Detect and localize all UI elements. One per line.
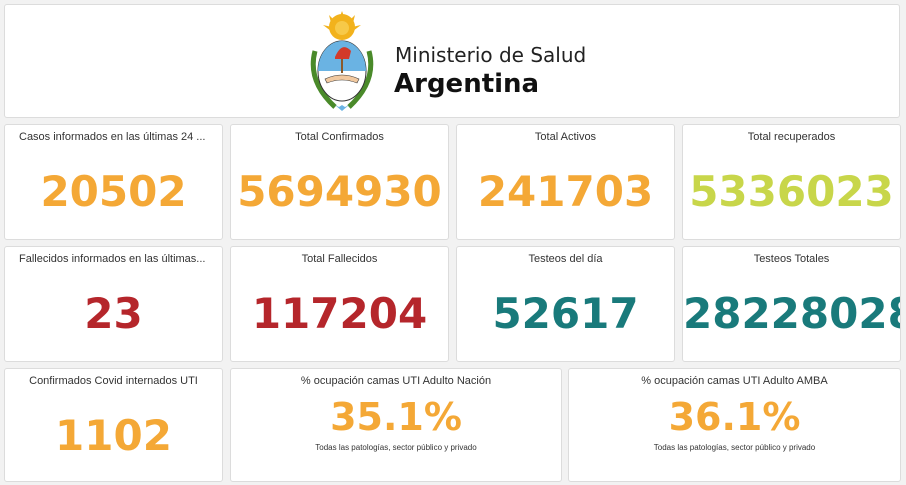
kpi-value: 35.1% [330, 395, 462, 439]
kpi-value: 1102 [55, 411, 172, 460]
coat-of-arms-icon [310, 11, 374, 111]
kpi-card-total-confirmed: Total Confirmados 5694930 [230, 124, 449, 240]
kpi-value: 52617 [492, 289, 639, 338]
kpi-title: Total recuperados [747, 131, 836, 143]
kpi-title: % ocupación camas UTI Adulto Nación [300, 375, 492, 387]
kpi-card-icu-occupancy-nation: % ocupación camas UTI Adulto Nación 35.1… [230, 368, 562, 482]
kpi-subtitle: Todas las patologías, sector público y p… [315, 443, 477, 452]
kpi-card-total-recovered: Total recuperados 5336023 [682, 124, 901, 240]
kpi-card-deaths-24h: Fallecidos informados en las últimas... … [4, 246, 223, 362]
kpi-title: Total Activos [534, 131, 597, 143]
ministry-name: Ministerio de Salud [395, 43, 587, 67]
kpi-title: Testeos del día [528, 253, 603, 265]
kpi-value: 5694930 [237, 167, 442, 216]
kpi-card-total-tests: Testeos Totales 28228028 [682, 246, 901, 362]
kpi-value: 23 [84, 289, 143, 338]
kpi-card-total-active: Total Activos 241703 [456, 124, 675, 240]
kpi-value: 20502 [40, 167, 187, 216]
kpi-card-total-deaths: Total Fallecidos 117204 [230, 246, 449, 362]
kpi-title: Testeos Totales [753, 253, 830, 265]
kpi-value: 117204 [251, 289, 428, 338]
kpi-title: Confirmados Covid internados UTI [29, 375, 198, 387]
kpi-card-tests-today: Testeos del día 52617 [456, 246, 675, 362]
kpi-value: 241703 [477, 167, 654, 216]
header-banner: Ministerio de Salud Argentina [4, 4, 900, 118]
kpi-card-cases-24h: Casos informados en las últimas 24 ... 2… [4, 124, 223, 240]
kpi-value: 28228028 [683, 289, 901, 338]
country-name: Argentina [394, 69, 540, 99]
kpi-title: Total Confirmados [295, 131, 384, 143]
kpi-card-icu-covid: Confirmados Covid internados UTI 1102 [4, 368, 223, 482]
kpi-value: 36.1% [668, 395, 801, 439]
kpi-value: 5336023 [689, 167, 894, 216]
kpi-title: % ocupación camas UTI Adulto AMBA [641, 375, 828, 387]
kpi-title: Casos informados en las últimas 24 ... [19, 131, 206, 143]
kpi-title: Fallecidos informados en las últimas... [19, 253, 206, 265]
kpi-card-icu-occupancy-amba: % ocupación camas UTI Adulto AMBA 36.1% … [568, 368, 901, 482]
kpi-subtitle: Todas las patologías, sector público y p… [653, 443, 816, 452]
kpi-title: Total Fallecidos [301, 253, 378, 265]
